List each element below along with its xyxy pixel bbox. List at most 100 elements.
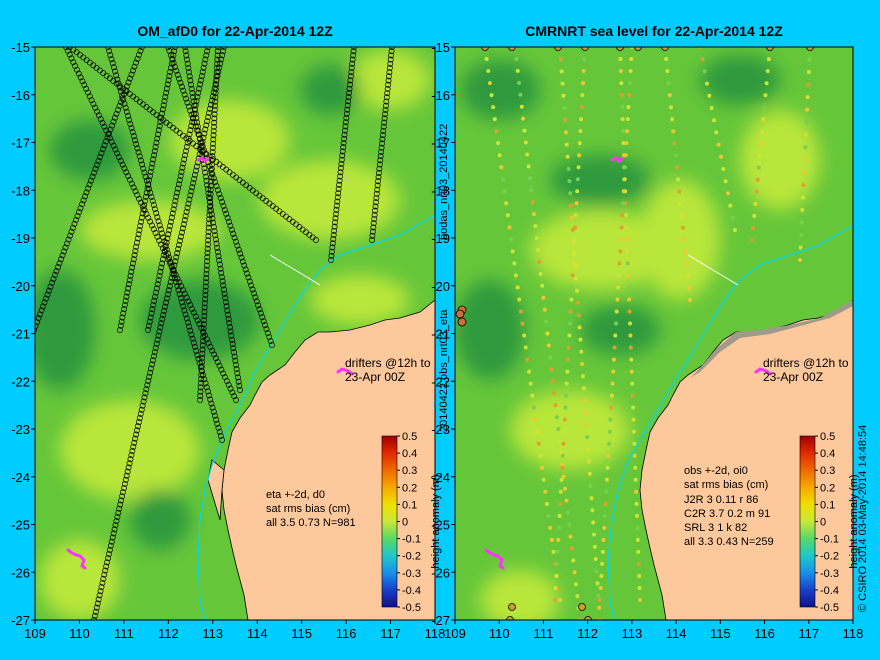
lon-tick-label: 110 xyxy=(489,626,510,641)
observation-dot xyxy=(530,393,535,398)
observation-dot xyxy=(627,81,632,86)
observation-dot xyxy=(583,410,588,415)
left-land-bay xyxy=(207,459,225,521)
observation-dot xyxy=(576,165,581,170)
observation-dot xyxy=(618,237,623,242)
observation-dot xyxy=(614,321,618,326)
observation-dot xyxy=(630,381,635,386)
left-stats-line: sat rms bias (cm) xyxy=(266,503,350,515)
observation-dot xyxy=(730,215,735,220)
lat-tick-label: -24 xyxy=(11,470,30,485)
observation-dot xyxy=(627,309,632,314)
observation-dot xyxy=(806,70,811,75)
satellite-track xyxy=(197,47,221,403)
right-stats-line: all 3.3 0.43 N=259 xyxy=(684,536,774,548)
lat-tick-label: -26 xyxy=(11,565,30,580)
observation-dot xyxy=(673,153,678,158)
observation-dot xyxy=(561,441,566,446)
observation-marker xyxy=(806,47,814,51)
satellite-track xyxy=(105,47,225,443)
observation-marker xyxy=(508,603,516,611)
lon-tick-label: 118 xyxy=(843,626,864,641)
observation-dot xyxy=(541,295,546,300)
observation-dot xyxy=(752,213,757,218)
observation-dot xyxy=(601,537,606,542)
colorbar-tick-label: 0 xyxy=(820,517,826,529)
observation-dot xyxy=(682,237,687,242)
observation-dot xyxy=(608,417,613,422)
observation-dot xyxy=(798,245,803,250)
observation-dot xyxy=(517,297,522,302)
lat-tick-label: -22 xyxy=(11,374,30,389)
colorbar-tick-label: 0.1 xyxy=(402,499,417,511)
observation-dot xyxy=(597,605,602,610)
colorbar-tick-label: -0.3 xyxy=(402,568,421,580)
observation-dot xyxy=(518,92,523,97)
right-drifter-label: drifters @12h to 23-Apr 00Z xyxy=(763,356,849,384)
lon-tick-label: 115 xyxy=(710,626,731,641)
observation-dot xyxy=(571,249,576,254)
observation-dot xyxy=(538,271,543,276)
observation-dot xyxy=(615,297,620,302)
observation-dot xyxy=(544,319,549,324)
colorbar-label: height anomaly (m) xyxy=(848,474,860,568)
observation-dot xyxy=(609,405,614,410)
right-stats-line: sat rms bias (cm) xyxy=(684,479,768,491)
colorbar-tick-label: 0.4 xyxy=(402,448,417,460)
observation-dot xyxy=(563,118,568,123)
observation-dot xyxy=(753,201,758,206)
lon-tick-label: 109 xyxy=(444,626,466,641)
lat-tick-label: -15 xyxy=(11,40,30,55)
observation-dot xyxy=(623,153,628,158)
left-stats-box: eta +-2d, d0 sat rms bias (cm) all 3.5 0… xyxy=(266,489,356,529)
observation-marker xyxy=(634,47,642,51)
observation-dot xyxy=(560,462,565,467)
right-drifter-label-line1: drifters @12h to xyxy=(763,356,849,370)
lon-tick-label: 109 xyxy=(24,626,46,641)
left-drifter-tracks xyxy=(66,156,354,570)
right-stats-line: C2R 3.7 0.2 m 91 xyxy=(684,508,770,520)
observation-dot xyxy=(517,80,522,85)
right-longitude-axis: 109 110 111 112 113 114 115 116 117 118 xyxy=(444,620,863,641)
observation-dot xyxy=(800,195,805,200)
right-map-panel: CMRNRT sea level for 22-Apr-2014 12Z dri… xyxy=(431,23,863,641)
observation-dot xyxy=(538,453,543,458)
observation-dot xyxy=(574,276,579,281)
right-shelf-line xyxy=(607,224,853,620)
observation-dot xyxy=(592,544,597,549)
observation-dot xyxy=(569,285,574,290)
left-longitude-axis: 109 110 111 112 113 114 115 116 117 118 xyxy=(24,620,445,641)
observation-dot xyxy=(566,166,571,171)
observation-dot xyxy=(569,546,574,551)
lon-tick-label: 112 xyxy=(158,626,179,641)
observation-dot xyxy=(688,298,692,302)
observation-dot xyxy=(562,429,567,434)
observation-dot xyxy=(719,154,723,159)
observation-dot xyxy=(683,249,688,254)
observation-dot xyxy=(607,441,612,446)
observation-dot xyxy=(598,598,602,602)
observation-dot xyxy=(566,345,571,350)
lat-tick-label: -27 xyxy=(431,613,450,628)
observation-dot xyxy=(589,496,594,501)
observation-dot xyxy=(624,237,629,242)
observation-dot xyxy=(575,189,580,194)
observation-dot xyxy=(619,81,624,86)
observation-dot xyxy=(509,237,514,242)
right-observation-dots xyxy=(455,47,814,620)
observation-dot xyxy=(623,165,628,170)
colorbar-tick-label: -0.2 xyxy=(402,551,421,563)
colorbar-tick-label: -0.5 xyxy=(402,602,421,614)
observation-dot xyxy=(635,537,640,542)
observation-dot xyxy=(582,57,587,62)
observation-dot xyxy=(484,57,489,62)
observation-dot xyxy=(579,349,584,354)
observation-dot xyxy=(754,189,759,194)
observation-dot xyxy=(557,438,562,443)
observation-dot xyxy=(763,93,768,98)
observation-dot xyxy=(554,573,559,578)
observation-dot xyxy=(627,93,632,98)
observation-dot xyxy=(577,153,582,158)
observation-dot xyxy=(587,471,592,476)
observation-dot xyxy=(629,57,634,62)
